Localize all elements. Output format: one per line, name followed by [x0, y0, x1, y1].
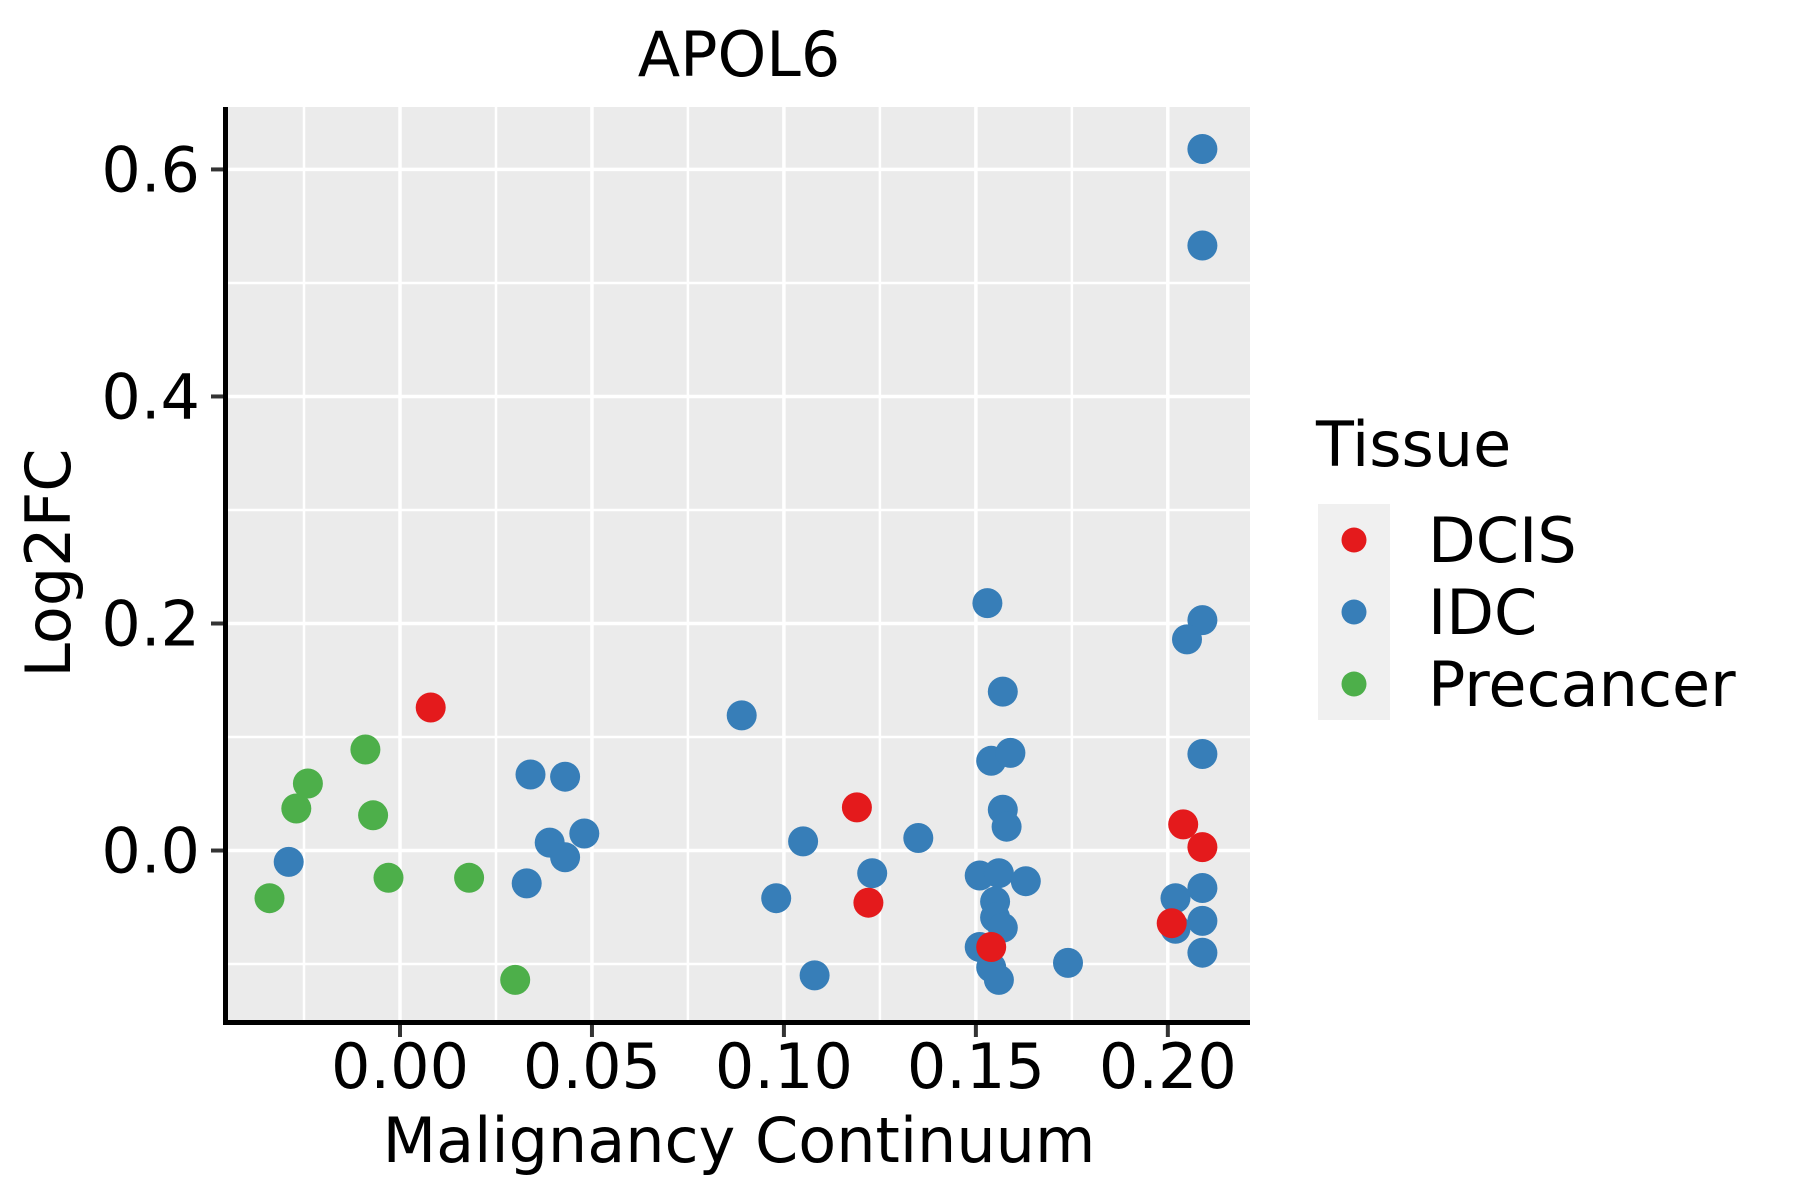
x-tick-label: 0.15 — [907, 1030, 1045, 1103]
data-point-idc — [1053, 947, 1083, 978]
data-point-idc — [788, 826, 819, 857]
data-point-dcis — [1187, 832, 1218, 863]
y-tick-label: 0.0 — [101, 815, 200, 888]
data-point-idc — [987, 676, 1018, 707]
data-point-precancer — [292, 768, 323, 799]
data-point-idc — [1187, 134, 1218, 164]
x-tick-label: 0.20 — [1099, 1030, 1237, 1103]
data-point-idc — [511, 868, 542, 899]
legend-dot-precancer-icon — [1341, 671, 1367, 697]
legend-title: Tissue — [1315, 408, 1511, 481]
data-point-precancer — [358, 800, 389, 831]
data-point-idc — [1160, 883, 1191, 914]
x-tick-label: 0.05 — [523, 1030, 661, 1103]
legend-label-idc: IDC — [1428, 576, 1537, 649]
data-point-dcis — [853, 887, 884, 918]
data-point-dcis — [976, 932, 1007, 962]
data-point-precancer — [254, 883, 285, 914]
major-gridlines — [228, 107, 1250, 1020]
plot-title: APOL6 — [638, 18, 841, 91]
data-point-idc — [569, 818, 600, 849]
data-point-idc — [995, 737, 1026, 768]
legend: Tissue DCIS IDC Precancer — [1315, 408, 1736, 721]
legend-dot-idc-icon — [1341, 599, 1367, 625]
data-point-precancer — [281, 793, 312, 824]
axis-ticks — [211, 167, 1170, 1037]
data-point-idc — [1187, 937, 1218, 968]
data-point-precancer — [350, 734, 381, 765]
legend-label-dcis: DCIS — [1428, 504, 1577, 577]
y-tick-label: 0.2 — [101, 587, 200, 660]
data-point-dcis — [415, 692, 446, 723]
legend-label-precancer: Precancer — [1428, 648, 1736, 721]
data-point-idc — [273, 846, 304, 877]
x-tick-label: 0.00 — [331, 1030, 469, 1103]
data-point-idc — [1187, 905, 1218, 936]
x-axis-title: Malignancy Continuum — [383, 1104, 1096, 1177]
data-point-idc — [1187, 230, 1218, 261]
data-point-idc — [991, 811, 1022, 842]
data-point-idc — [1010, 866, 1041, 897]
data-point-idc — [550, 761, 581, 792]
data-point-idc — [1187, 739, 1218, 769]
data-point-idc — [983, 858, 1014, 889]
data-point-idc — [515, 759, 546, 790]
data-point-idc — [972, 588, 1003, 619]
data-point-precancer — [454, 862, 485, 893]
data-point-idc — [799, 960, 830, 991]
y-tick-label: 0.4 — [101, 360, 200, 433]
data-point-dcis — [1156, 908, 1187, 939]
axis-tick-labels: 0.00 0.05 0.10 0.15 0.20 0.0 0.2 0.4 0.6 — [101, 133, 1236, 1103]
data-point-idc — [983, 964, 1014, 995]
y-tick-label: 0.6 — [101, 133, 200, 206]
data-point-dcis — [841, 792, 872, 823]
axis-spines — [223, 107, 1250, 1025]
data-point-precancer — [373, 862, 404, 893]
data-point-idc — [726, 700, 757, 731]
data-point-idc — [550, 842, 581, 873]
x-tick-label: 0.10 — [715, 1030, 853, 1103]
legend-dot-dcis-icon — [1341, 527, 1367, 553]
data-point-idc — [1172, 624, 1202, 655]
data-point-precancer — [500, 964, 531, 995]
data-point-idc — [903, 823, 934, 853]
data-point-idc — [857, 858, 888, 889]
data-points-layer — [254, 134, 1218, 995]
y-axis-title: Log2FC — [12, 448, 85, 677]
data-point-idc — [761, 883, 792, 914]
data-point-idc — [1187, 873, 1218, 903]
data-point-dcis — [1168, 809, 1199, 840]
